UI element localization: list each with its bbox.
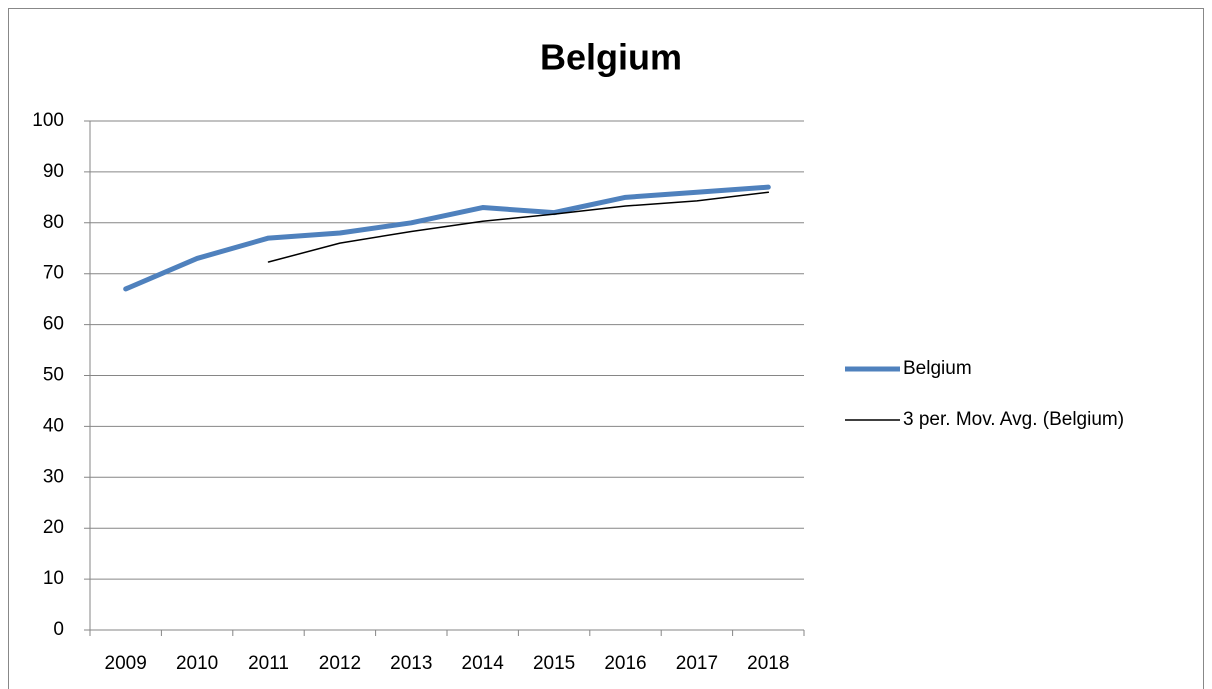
y-tick-label: 100 [32, 110, 64, 131]
y-tick-label: 90 [43, 161, 64, 182]
y-tick-label: 50 [43, 365, 64, 386]
y-tick-label: 0 [53, 619, 64, 640]
x-tick-label: 2015 [533, 653, 575, 674]
chart-frame [8, 8, 1204, 689]
legend-label: Belgium [903, 358, 972, 379]
series-line [123, 184, 771, 292]
x-tick-label: 2009 [105, 653, 147, 674]
x-tick-label: 2012 [319, 653, 361, 674]
y-tick-label: 60 [43, 314, 64, 335]
y-tick-label: 40 [43, 415, 64, 436]
chart-title: Belgium [540, 37, 682, 78]
series-line [267, 191, 770, 263]
y-tick-label: 80 [43, 212, 64, 233]
y-tick-label: 30 [43, 466, 64, 487]
x-tick-label: 2014 [462, 653, 505, 674]
y-tick-label: 20 [43, 517, 64, 538]
x-tick-label: 2018 [747, 653, 789, 674]
legend-label: 3 per. Mov. Avg. (Belgium) [903, 409, 1124, 430]
x-tick-label: 2016 [604, 653, 646, 674]
x-tick-label: 2011 [248, 653, 289, 674]
x-tick-label: 2017 [676, 653, 718, 674]
x-tick-label: 2010 [176, 653, 218, 674]
y-tick-label: 10 [43, 568, 64, 589]
x-tick-label: 2013 [390, 653, 432, 674]
y-tick-label: 70 [43, 263, 64, 284]
